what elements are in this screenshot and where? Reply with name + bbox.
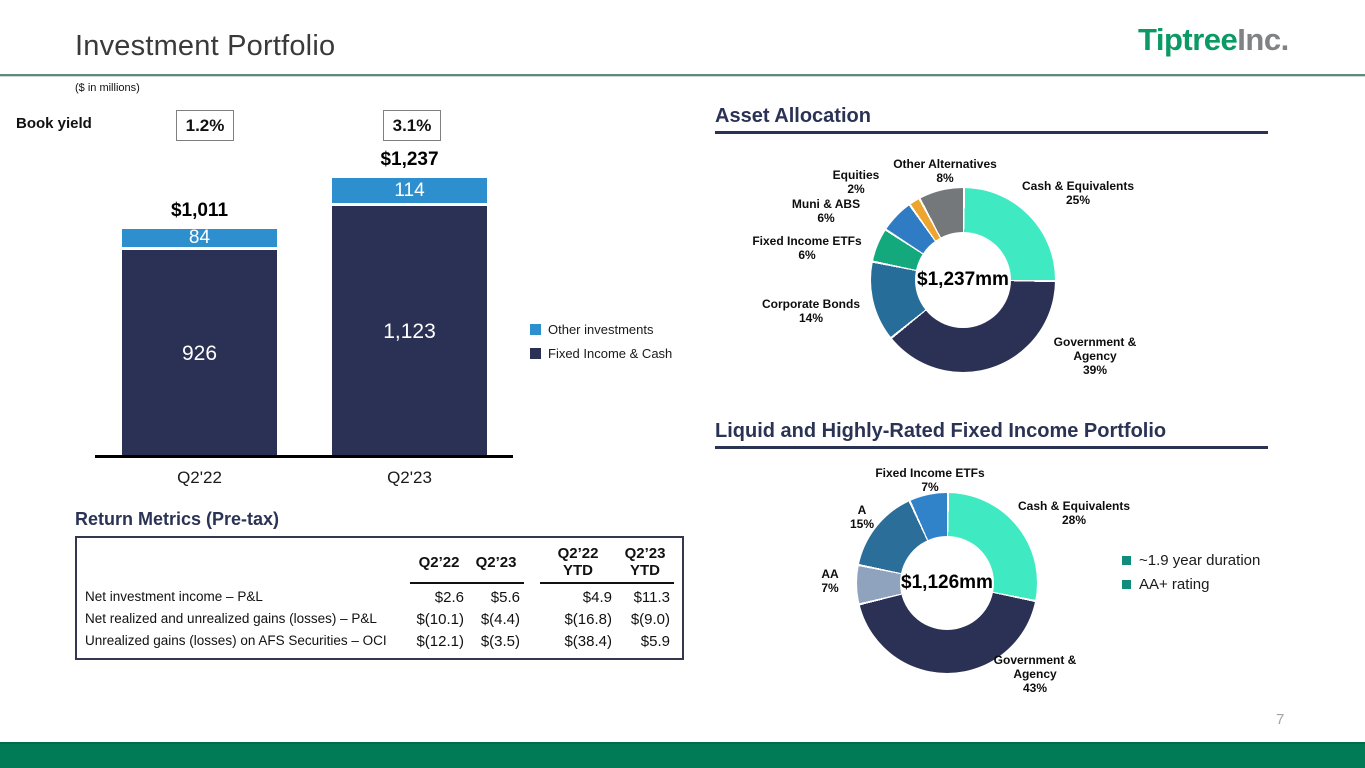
logo-text-inc: Inc.	[1237, 22, 1289, 57]
book-yield-value-q222: 1.2%	[176, 110, 234, 141]
column-header-q222: Q2’22	[418, 553, 460, 571]
section-title-return-metrics: Return Metrics (Pre-tax)	[75, 509, 280, 529]
footer-accent-bar	[0, 742, 1365, 768]
page-title: Investment Portfolio	[75, 30, 336, 62]
table-header-row: Q2’22 Q2’23 Q2’22 YTD Q2’23 YTD	[85, 542, 674, 584]
cell-value: $(10.1)	[416, 611, 464, 628]
section-rule-asset-allocation	[715, 131, 1268, 134]
donut-label-cash-equivalents: Cash & Equivalents 28%	[1017, 499, 1131, 527]
return-metrics-table: Q2’22 Q2’23 Q2’22 YTD Q2’23 YTD	[75, 536, 684, 660]
legend-marker-duration-icon	[1122, 556, 1131, 565]
legend-swatch-fixed-income-cash-icon	[530, 348, 541, 359]
column-header-q222-ytd: Q2’22 YTD	[557, 545, 599, 579]
donut-label-corporate-bonds: Corporate Bonds 14%	[761, 297, 860, 325]
donut-label-government-agency: Government & Agency 43%	[993, 653, 1077, 695]
donut-label-other-alternatives: Other Alternatives 8%	[893, 157, 997, 185]
cell-value: $(16.8)	[564, 611, 612, 628]
cell-value: $(4.4)	[480, 611, 520, 628]
legend-item-rating: AA+ rating	[1122, 576, 1209, 593]
bar-chart-axis	[95, 455, 513, 458]
asset-allocation-donut-chart: $1,237mm	[871, 188, 1055, 372]
bar-segment-fixed: 1,123	[332, 206, 487, 457]
cell-value: $4.9	[582, 589, 612, 606]
table-row: Net investment income – P&L $2.6 $5.6 $4…	[85, 589, 674, 606]
cell-value: $5.6	[490, 589, 520, 606]
x-axis-label-q223: Q2'23	[387, 468, 432, 487]
x-axis-label-q222: Q2'22	[177, 468, 222, 487]
donut-label-a-rated: A 15%	[849, 503, 875, 531]
book-yield-label: Book yield	[16, 115, 92, 132]
table-header-group-ytd: Q2’22 YTD Q2’23 YTD	[540, 542, 674, 584]
bar-segment-gap	[332, 203, 487, 207]
cell-value: $(3.5)	[480, 633, 520, 650]
column-header-q223-ytd: Q2’23 YTD	[624, 545, 666, 579]
section-rule-liquid-fixed-income	[715, 446, 1268, 449]
donut-label-fixed-income-etfs: Fixed Income ETFs 7%	[875, 466, 985, 494]
bar-total-label: $1,237	[380, 149, 439, 171]
tiptree-logo: TiptreeInc.	[1138, 22, 1289, 58]
cell-value: $11.3	[633, 589, 670, 606]
donut-label-muni-abs: Muni & ABS 6%	[791, 197, 861, 225]
page-number: 7	[1276, 711, 1285, 728]
legend-label: ~1.9 year duration	[1139, 552, 1261, 569]
donut-label-fixed-income-etfs: Fixed Income ETFs 6%	[752, 234, 862, 262]
legend-label: Other investments	[548, 322, 654, 337]
donut-label-cash-equivalents: Cash & Equivalents 25%	[1021, 179, 1135, 207]
cell-value: $5.9	[640, 633, 670, 650]
bar-segment-gap	[122, 247, 277, 251]
table-row: Net realized and unrealized gains (losse…	[85, 611, 674, 628]
table-header-spacer	[85, 582, 410, 584]
bar-total-label: $1,011	[170, 199, 229, 221]
section-title-asset-allocation: Asset Allocation	[715, 105, 871, 127]
legend-item-duration: ~1.9 year duration	[1122, 552, 1260, 569]
legend-label: Fixed Income & Cash	[548, 346, 673, 361]
legend-marker-rating-icon	[1122, 580, 1131, 589]
legend-item-fixed-income-cash: Fixed Income & Cash	[530, 346, 672, 361]
bar-segment-other: 114	[332, 178, 487, 204]
bar-q223: $1,237 114 1,123	[332, 149, 487, 457]
liquid-fixed-income-donut-chart: $1,126mm	[857, 493, 1037, 673]
cell-value: $(38.4)	[564, 633, 612, 650]
legend-label: AA+ rating	[1139, 576, 1210, 593]
cell-value: $(9.0)	[630, 611, 670, 628]
donut-hole	[900, 536, 994, 630]
cell-value: $2.6	[434, 589, 464, 606]
section-title-liquid-fixed-income: Liquid and Highly-Rated Fixed Income Por…	[715, 420, 1167, 442]
logo-text-tiptree: Tiptree	[1138, 22, 1238, 57]
donut-label-equities: Equities 2%	[832, 168, 880, 196]
donut-center-total: $1,126mm	[901, 572, 993, 593]
bar-segment-fixed: 926	[122, 250, 277, 457]
book-yield-value-q223: 3.1%	[383, 110, 441, 141]
legend-item-other-investments: Other investments	[530, 322, 654, 337]
units-note: ($ in millions)	[75, 82, 140, 94]
legend-swatch-other-investments-icon	[530, 324, 541, 335]
table-header-group-quarters: Q2’22 Q2’23	[410, 542, 524, 584]
donut-label-aa-rated: AA 7%	[821, 567, 839, 595]
donut-label-government-agency: Government & Agency 39%	[1053, 335, 1137, 377]
header-divider	[0, 74, 1365, 77]
cell-value: $(12.1)	[416, 633, 464, 650]
donut-center-total: $1,237mm	[917, 269, 1009, 290]
column-header-q223: Q2’23	[475, 553, 517, 571]
bar-q222: $1,011 84 926	[122, 200, 277, 457]
bar-segment-other: 84	[122, 228, 277, 248]
donut-hole	[915, 232, 1011, 328]
table-row: Unrealized gains (losses) on AFS Securit…	[85, 633, 674, 650]
